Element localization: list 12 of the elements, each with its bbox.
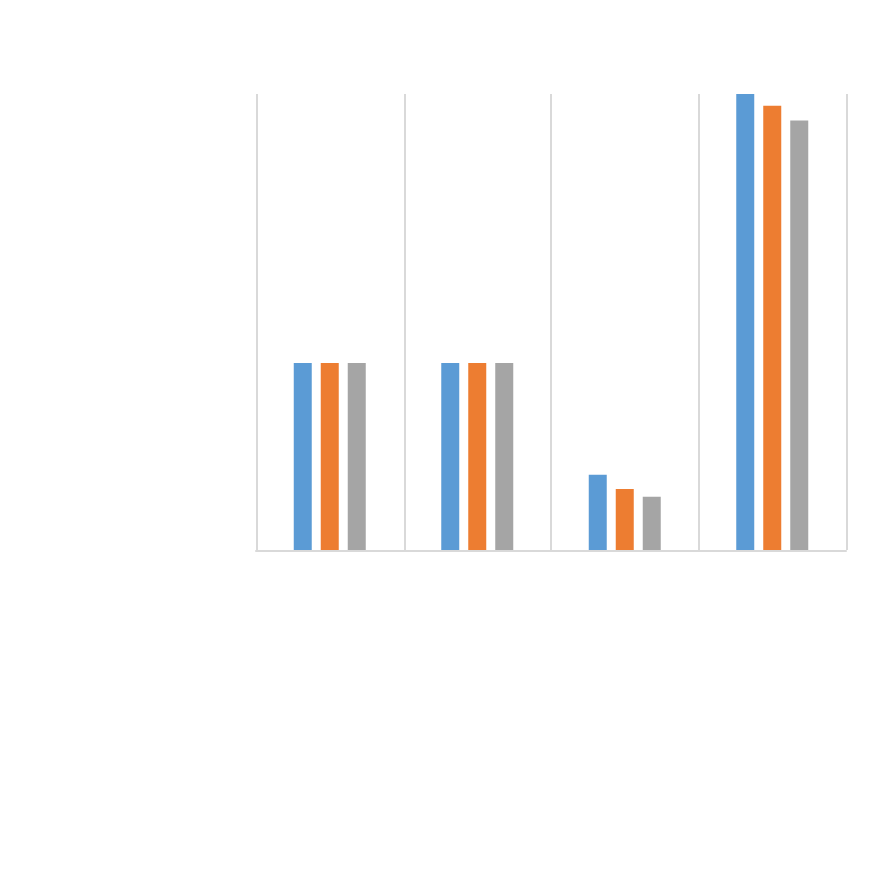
bar (495, 363, 514, 550)
bar (441, 363, 460, 550)
bar (736, 94, 755, 550)
bar (790, 120, 809, 550)
bar (293, 363, 312, 550)
bar (320, 363, 339, 550)
bar (763, 105, 782, 550)
bar (615, 488, 634, 550)
bar (642, 496, 661, 550)
bar (347, 363, 366, 550)
bar (588, 474, 607, 550)
bar (468, 363, 487, 550)
